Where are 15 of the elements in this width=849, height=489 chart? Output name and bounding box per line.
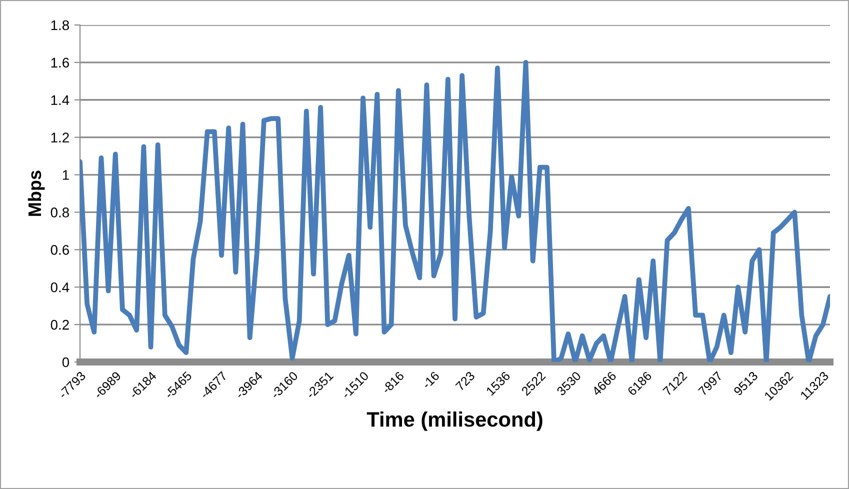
y-tick-label: 1.8 (51, 20, 69, 30)
y-tick-label: 0 (62, 357, 70, 368)
y-tick-label: 0.8 (50, 208, 69, 218)
y-axis-title: Mbps (28, 170, 45, 216)
y-tick-label: 1.6 (51, 58, 69, 68)
x-axis-title: Time (milisecond) (366, 411, 542, 431)
x-tick-label: -16 (422, 370, 440, 390)
y-tick-label: 0.4 (50, 282, 70, 292)
x-tick-label: 723 (455, 370, 476, 392)
y-tick-label: 0.2 (50, 320, 69, 330)
x-tick-label: -816 (381, 370, 404, 394)
y-tick-label: 1.4 (51, 95, 70, 105)
y-tick-label: 1 (62, 170, 69, 180)
y-tick-label: 1.2 (51, 132, 69, 142)
y-tick-label: 0.6 (50, 245, 69, 255)
